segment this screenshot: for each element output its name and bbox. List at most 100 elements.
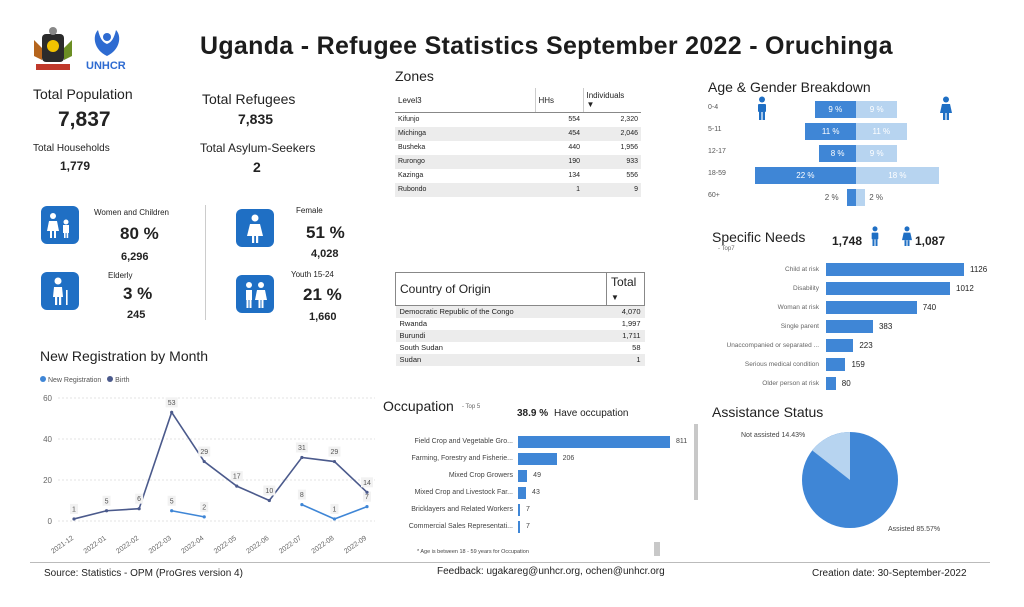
- tile-youth-pct: 21 %: [303, 285, 342, 304]
- occupation-bar: [518, 453, 557, 465]
- coo-row: South Sudan 58: [396, 342, 645, 354]
- age-gender-chart: 0-4 9 % 9 % 5-11 11 % 11 % 12-17 8 % 9 % 18-59 22 …: [700, 98, 970, 208]
- x-tick-label: 2022-09: [343, 535, 368, 556]
- coo-header-total[interactable]: Total ▼: [606, 272, 645, 306]
- specific-need-bar: [826, 301, 917, 314]
- zones-header-level3[interactable]: Level3: [395, 88, 535, 113]
- data-label: 6: [135, 493, 144, 504]
- zones-cell: 440: [568, 144, 580, 151]
- data-point: [365, 490, 369, 494]
- assistance-pie: [802, 432, 898, 528]
- data-label: 5: [167, 495, 176, 506]
- data-label: 8: [297, 489, 306, 500]
- zones-table: Level3 HHs Individuals ▼ Kifunjo 554 2,320 M…: [395, 88, 641, 197]
- tile-youth-count: 1,660: [309, 311, 337, 323]
- data-label-text: 53: [168, 400, 176, 407]
- age-bar-male: 22 %: [754, 167, 856, 184]
- tile-elderly-pct: 3 %: [123, 284, 153, 303]
- age-group-label: 18-59: [708, 170, 726, 177]
- specific-need-value: 1126: [970, 265, 988, 274]
- zones-cell: Rurongo: [395, 154, 535, 169]
- age-group-label: 0-4: [708, 104, 719, 111]
- tile-youth-label: Youth 15-24: [291, 270, 334, 279]
- occupation-have-pct: 38.9 %: [517, 408, 549, 419]
- age-male-label: 8 %: [830, 149, 845, 158]
- x-tick-label: 2022-03: [148, 535, 173, 556]
- specific-needs-subtitle: - Top7: [718, 246, 735, 252]
- data-label-text: 14: [363, 480, 371, 487]
- pie-slice-not-assisted: [812, 432, 850, 480]
- country-of-origin-table: Country of Origin Total ▼ Democratic Repu…: [395, 272, 645, 366]
- total-households-value: 1,779: [60, 159, 91, 173]
- tile-women-children-pct: 80 %: [120, 224, 159, 243]
- coo-cell: Democratic Republic of the Congo: [395, 305, 607, 318]
- data-point: [202, 515, 206, 519]
- occupation-label: Farming, Forestry and Fisherie...: [411, 455, 513, 462]
- specific-need-label: Single parent: [780, 323, 819, 330]
- zones-row: Rurongo 190 933: [395, 154, 641, 169]
- age-male-label: 9 %: [828, 105, 843, 114]
- data-point: [170, 509, 174, 513]
- total-population-value: 7,837: [58, 108, 111, 131]
- occupation-chart: Field Crop and Vegetable Gro... 811 Farmin…: [388, 432, 698, 533]
- data-label-text: 29: [200, 449, 208, 456]
- occupation-title: Occupation: [383, 398, 454, 414]
- age-female-label: 2 %: [869, 193, 883, 202]
- specific-needs-male-total: 1,748: [832, 234, 863, 248]
- age-bar-male: 9 %: [814, 101, 856, 118]
- data-label-text: 1: [72, 506, 76, 513]
- zones-row: Busheka 440 1,956: [395, 141, 641, 155]
- age-bar-female: 9 %: [856, 145, 898, 162]
- registration-chart-title: New Registration by Month: [40, 348, 209, 364]
- zones-cell: 1,956: [620, 144, 638, 151]
- male-icon: [870, 225, 880, 252]
- zones-header-hhs[interactable]: HHs: [534, 88, 583, 113]
- data-label-bg: [328, 446, 341, 457]
- occupation-label: Field Crop and Vegetable Gro...: [414, 438, 513, 445]
- data-label-bg: [165, 397, 178, 408]
- series-line-new-registration: [171, 509, 205, 518]
- specific-need-value: 383: [878, 322, 893, 331]
- tile-elderly-label: Elderly: [108, 271, 133, 280]
- data-label: 1: [70, 503, 78, 514]
- x-tick-label: 2021-12: [50, 535, 75, 556]
- occupation-bar: [518, 521, 520, 533]
- data-point: [300, 503, 304, 507]
- specific-needs-female-total: 1,087: [915, 234, 946, 248]
- x-tick-label: 2022-05: [213, 535, 238, 556]
- age-bar-female: 9 %: [856, 101, 898, 118]
- age-bar-male: 11 %: [805, 123, 856, 140]
- zones-row: Michinga 454 2,046: [395, 126, 641, 141]
- coo-header-country[interactable]: Country of Origin: [395, 272, 607, 306]
- zones-cell: 9: [583, 182, 641, 197]
- specific-need-bar: [826, 263, 964, 276]
- specific-need-bar: [826, 358, 846, 371]
- specific-need-value: 740: [922, 303, 937, 312]
- x-tick-label: 2022-04: [180, 535, 205, 556]
- age-male-label: 11 %: [821, 127, 840, 136]
- tile-elderly-count: 245: [127, 309, 146, 321]
- occupation-scrollbar[interactable]: [694, 424, 698, 500]
- occupation-scroll-handle[interactable]: [654, 542, 660, 556]
- footer-divider: [30, 562, 990, 563]
- age-gender-title: Age & Gender Breakdown: [708, 79, 871, 95]
- specific-need-label: Unaccompanied or separated ...: [726, 342, 820, 349]
- zones-cell: 2,046: [583, 126, 641, 141]
- data-point: [332, 459, 337, 464]
- data-label: 1: [330, 503, 339, 514]
- not-assisted-label: Not assisted 14.43%: [741, 432, 806, 439]
- tile-women-children-label: Women and Children: [94, 208, 170, 217]
- specific-need-value: 223: [859, 341, 873, 350]
- age-group-label: 5-11: [708, 126, 722, 133]
- data-label-text: 8: [300, 492, 304, 499]
- data-point: [202, 459, 206, 464]
- zones-header-individuals[interactable]: Individuals ▼: [582, 88, 641, 113]
- page-title: Uganda - Refugee Statistics September 20…: [200, 32, 893, 60]
- age-male-label: 22 %: [796, 171, 815, 180]
- age-bar-female: 18 %: [856, 167, 939, 184]
- zones-cell: 1: [535, 182, 583, 197]
- data-label-text: 1: [332, 506, 336, 513]
- occupation-value: 811: [676, 438, 688, 445]
- zones-cell: 556: [626, 172, 638, 179]
- data-label-text: 7: [365, 494, 369, 501]
